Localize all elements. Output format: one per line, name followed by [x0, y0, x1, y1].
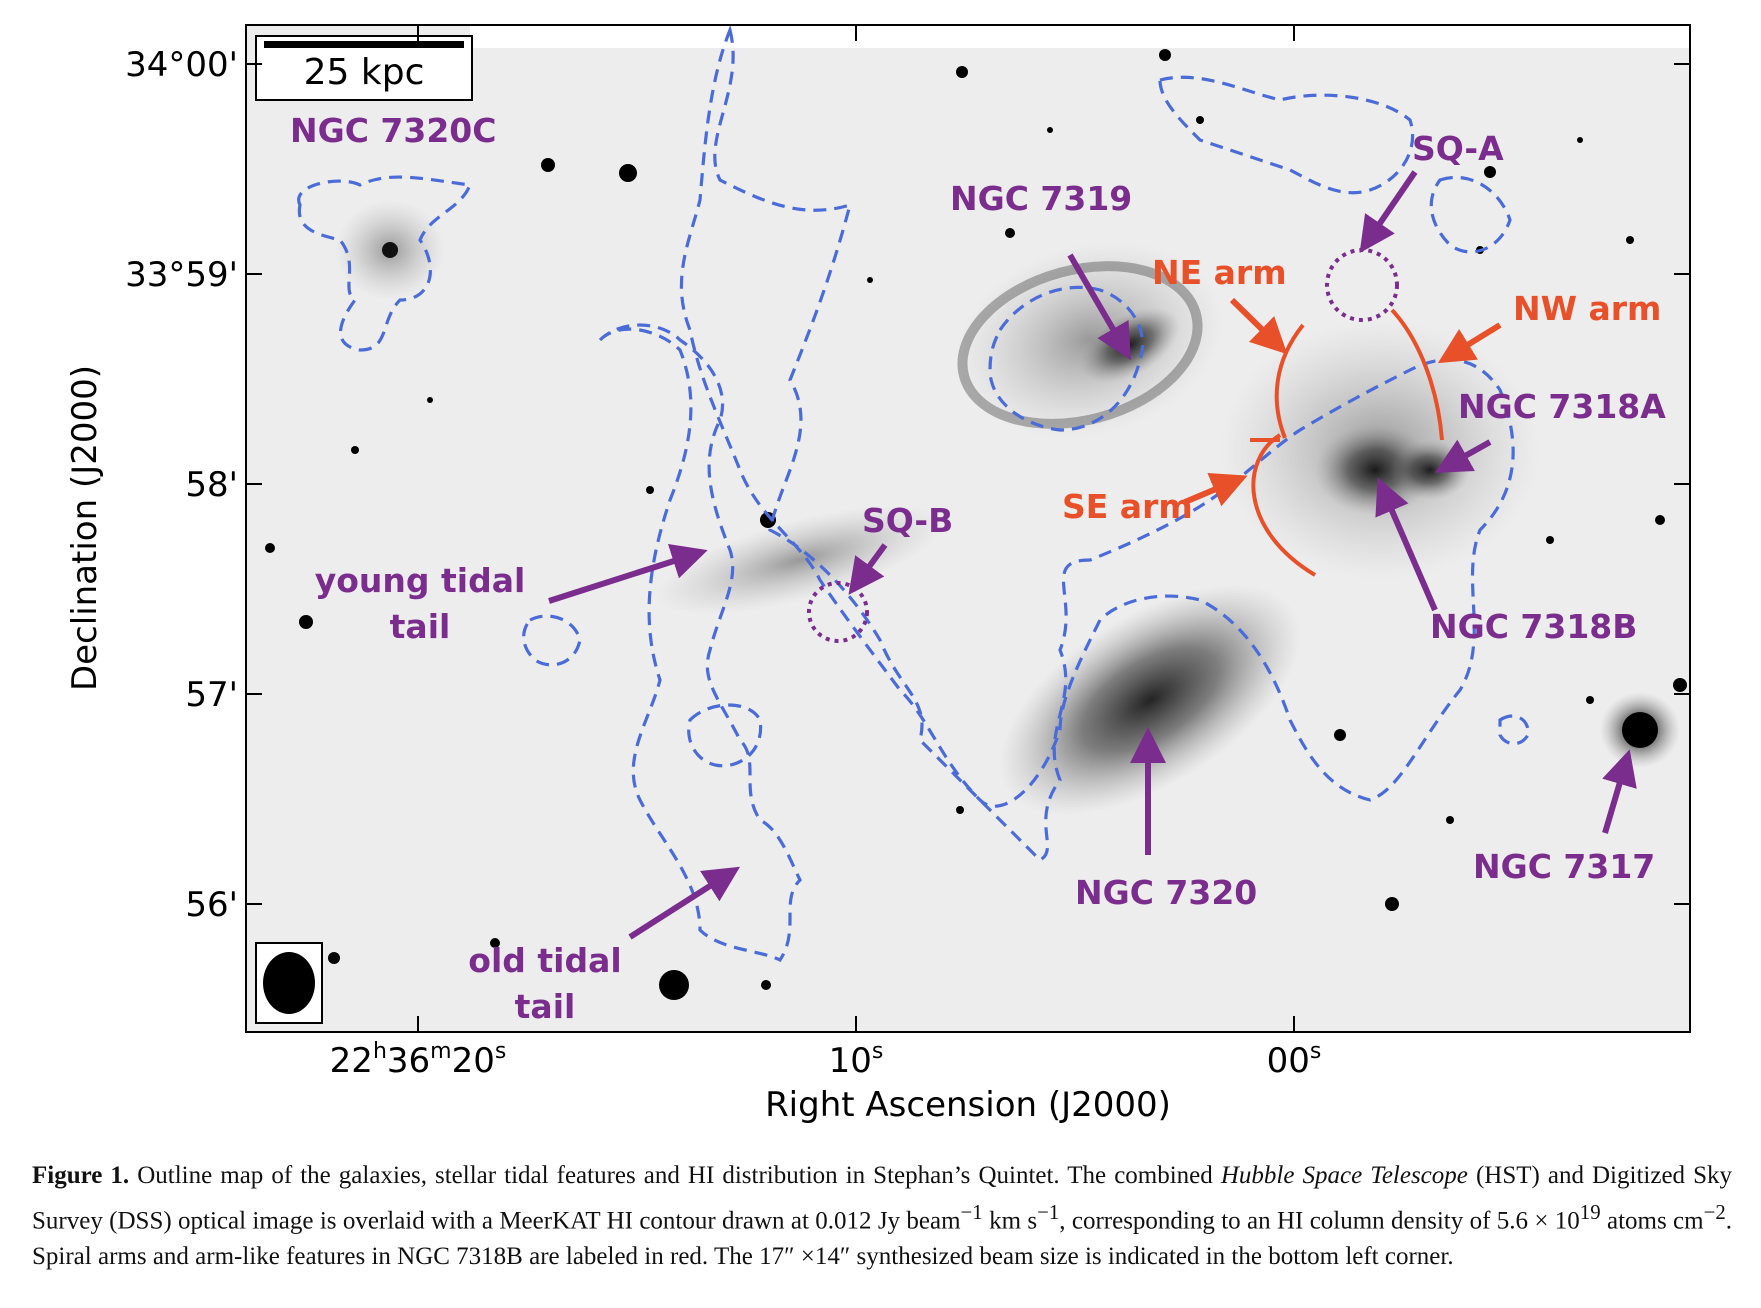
ngc7318a-core: [1390, 440, 1470, 500]
sq-b-circle: [807, 581, 869, 643]
arrow-young-tail: [548, 544, 708, 604]
label-ngc7320: NGC 7320: [1075, 873, 1257, 912]
hi-contour-main: [679, 24, 1515, 862]
scale-bar: 25 kpc: [255, 35, 473, 101]
scale-bar-label: 25 kpc: [304, 52, 425, 93]
beam-indicator: [255, 942, 323, 1024]
y-axis-label: Declination (J2000): [65, 365, 105, 691]
hi-contour-ngc7319: [988, 285, 1145, 432]
se-arm-curve: [1251, 433, 1317, 577]
y-tick-label: 34°00': [125, 45, 238, 85]
label-old-tidal-tail-line2: tail: [515, 987, 576, 1026]
label-ngc7317: NGC 7317: [1473, 847, 1655, 886]
beam-ellipse: [263, 952, 315, 1014]
label-ngc7318a: NGC 7318A: [1458, 387, 1666, 426]
hi-contour-blob-1: [687, 703, 763, 768]
label-ne-arm: NE arm: [1152, 253, 1287, 292]
purple-arrows: [548, 170, 1637, 940]
caption-label: Figure 1.: [32, 1162, 130, 1189]
label-ngc7320c: NGC 7320C: [290, 111, 496, 150]
arrow-sq-b: [848, 543, 888, 595]
arrow-ngc7318b: [1375, 477, 1438, 612]
label-se-arm: SE arm: [1062, 487, 1193, 526]
label-sq-b: SQ-B: [862, 501, 953, 540]
nw-arm-curve: [1390, 308, 1444, 441]
tick-marks: [246, 25, 1690, 1032]
arrow-se-arm: [1183, 473, 1248, 507]
arm-labels: NE arm NW arm SE arm: [1062, 253, 1661, 526]
label-young-tidal-tail-line1: young tidal: [315, 561, 526, 600]
hi-contour-north: [1158, 75, 1415, 195]
hi-contour-blob-2: [522, 614, 582, 667]
foreground-stars: [265, 49, 1687, 1000]
arrow-ngc7317: [1602, 749, 1637, 834]
x-tick-label-1: 22h36m20s: [330, 1039, 507, 1081]
label-nw-arm: NW arm: [1513, 289, 1661, 328]
label-ngc7318b: NGC 7318B: [1430, 607, 1637, 646]
y-tick-label: 56': [185, 885, 238, 925]
y-tick-label: 57': [185, 675, 238, 715]
arrow-old-tail: [628, 866, 741, 940]
label-ngc7319: NGC 7319: [950, 179, 1132, 218]
hi-contour-blob-3: [1498, 714, 1530, 746]
y-tick-label: 33°59': [125, 255, 238, 295]
x-tick-label-3: 00s: [1267, 1039, 1322, 1081]
arrow-sq-a: [1359, 170, 1418, 253]
figure-1-outline-map: 25 kpc NGC 7320C NGC 7319 SQ-A NGC 7318A…: [65, 24, 1691, 1125]
ngc7320c-core: [382, 242, 398, 258]
hi-contour-ngc7320c: [297, 175, 473, 352]
arrow-ne-arm: [1229, 297, 1288, 355]
label-young-tidal-tail-line2: tail: [390, 607, 451, 646]
arrow-nw-arm: [1437, 322, 1502, 364]
x-tick-label-2: 10s: [829, 1039, 884, 1081]
hi-contours: [297, 24, 1530, 963]
axes-frame: [245, 24, 1691, 1033]
red-arrows: [1183, 297, 1502, 507]
image-white-corner: [470, 25, 1690, 48]
figure-caption: Figure 1. Outline map of the galaxies, s…: [32, 1162, 1732, 1271]
x-axis-label: Right Ascension (J2000): [765, 1085, 1171, 1125]
hi-contour-west: [598, 323, 802, 963]
arrow-ngc7318a: [1434, 439, 1492, 473]
arrow-ngc7319: [1067, 253, 1132, 361]
galaxy-light: [335, 200, 1680, 816]
y-tick-label: 58': [185, 465, 238, 505]
ne-arm-curve: [1274, 323, 1305, 439]
y-tick-labels: 34°00' 33°59' 58' 57' 56': [125, 45, 238, 925]
arm-curves: [1250, 308, 1444, 577]
x-tick-labels: 22h36m20s 10s 00s: [330, 1039, 1322, 1081]
ngc7317-core: [1622, 712, 1658, 748]
label-sq-a: SQ-A: [1412, 129, 1504, 168]
galaxy-labels: NGC 7320C NGC 7319 SQ-A NGC 7318A SQ-B N…: [290, 111, 1666, 1026]
hi-contour-east-small: [1429, 175, 1512, 254]
label-old-tidal-tail-line1: old tidal: [468, 941, 621, 980]
ngc7320-disk: [998, 584, 1302, 816]
young-tail-glow: [654, 505, 946, 615]
